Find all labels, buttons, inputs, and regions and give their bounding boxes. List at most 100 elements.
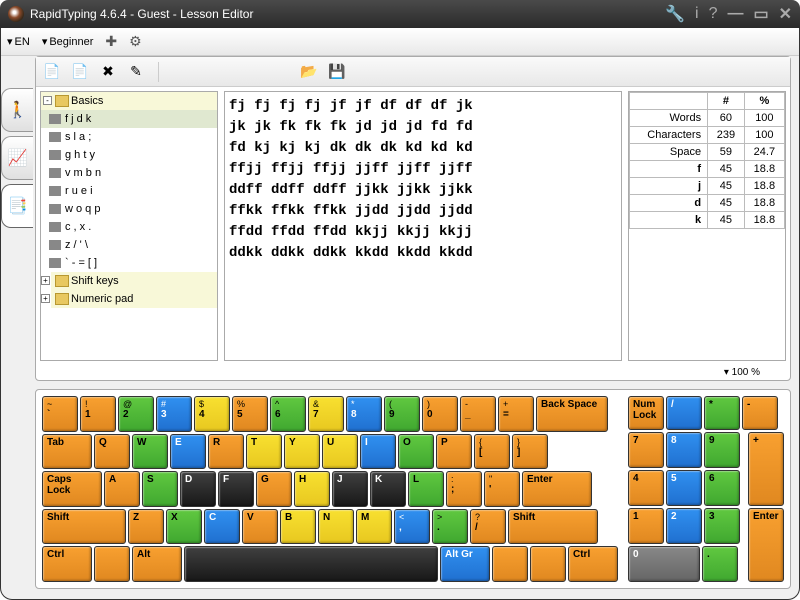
key-5[interactable]: 5 xyxy=(666,470,702,506)
key-Enter[interactable]: Enter xyxy=(748,508,784,582)
tree-item[interactable]: g h t y xyxy=(41,146,217,164)
wrench-icon[interactable]: 🔧 xyxy=(665,4,685,24)
tree-item[interactable]: c , x . xyxy=(41,218,217,236)
tree-item[interactable]: ` - = [ ] xyxy=(41,254,217,272)
side-tab-run[interactable]: 🚶 xyxy=(1,88,33,132)
help-icon[interactable]: ? xyxy=(709,5,718,23)
key-F[interactable]: F xyxy=(218,471,254,507)
key-9[interactable]: 9 xyxy=(704,432,740,468)
key-W[interactable]: W xyxy=(132,434,168,470)
tree-item[interactable]: v m b n xyxy=(41,164,217,182)
key-K[interactable]: K xyxy=(370,471,406,507)
key-2[interactable]: 2 xyxy=(666,508,702,544)
key-E[interactable]: E xyxy=(170,434,206,470)
key-9[interactable]: (9 xyxy=(384,396,420,432)
key-Ctrl[interactable]: Ctrl xyxy=(568,546,618,582)
key-Enter[interactable]: Enter xyxy=(522,471,592,507)
key-][interactable]: }] xyxy=(512,434,548,470)
key-G[interactable]: G xyxy=(256,471,292,507)
key-6[interactable]: ^6 xyxy=(270,396,306,432)
key-3[interactable]: 3 xyxy=(704,508,740,544)
add-doc-icon[interactable]: 📄 xyxy=(70,62,90,82)
key-+[interactable]: + xyxy=(748,432,784,506)
key--[interactable]: - xyxy=(742,396,778,430)
lesson-tree[interactable]: -Basics f j d ks l a ;g h t yv m b nr u … xyxy=(40,91,218,361)
key-=[interactable]: += xyxy=(498,396,534,432)
key-Ctrl[interactable]: Ctrl xyxy=(42,546,92,582)
key-blank[interactable] xyxy=(184,546,438,582)
key-R[interactable]: R xyxy=(208,434,244,470)
tree-item[interactable]: z / ' \ xyxy=(41,236,217,254)
add-icon[interactable]: ✚ xyxy=(105,33,117,50)
key-X[interactable]: X xyxy=(166,509,202,545)
key-2[interactable]: @2 xyxy=(118,396,154,432)
key-;[interactable]: :; xyxy=(446,471,482,507)
edit-icon[interactable]: ✎ xyxy=(126,62,146,82)
key-[[interactable]: {[ xyxy=(474,434,510,470)
key-0[interactable]: 0 xyxy=(628,546,700,582)
key-V[interactable]: V xyxy=(242,509,278,545)
key-/[interactable]: / xyxy=(666,396,702,430)
key-B[interactable]: B xyxy=(280,509,316,545)
key-'[interactable]: "' xyxy=(484,471,520,507)
settings-icon[interactable]: ⚙ xyxy=(129,33,142,50)
key-*[interactable]: * xyxy=(704,396,740,430)
key-7[interactable]: &7 xyxy=(308,396,344,432)
key-7[interactable]: 7 xyxy=(628,432,664,468)
key-blank[interactable] xyxy=(530,546,566,582)
key-1[interactable]: 1 xyxy=(628,508,664,544)
key-blank[interactable] xyxy=(94,546,130,582)
key-Alt[interactable]: Alt xyxy=(132,546,182,582)
key-blank[interactable] xyxy=(492,546,528,582)
key-1[interactable]: !1 xyxy=(80,396,116,432)
key-.[interactable]: >. xyxy=(432,509,468,545)
key-J[interactable]: J xyxy=(332,471,368,507)
key-D[interactable]: D xyxy=(180,471,216,507)
tree-item[interactable]: f j d k xyxy=(41,110,217,128)
key-Z[interactable]: Z xyxy=(128,509,164,545)
maximize-button[interactable]: ▭ xyxy=(753,4,768,24)
new-doc-icon[interactable]: 📄 xyxy=(42,62,62,82)
lang-dropdown[interactable]: ▾ EN xyxy=(7,35,30,48)
key-Shift[interactable]: Shift xyxy=(42,509,126,545)
key-3[interactable]: #3 xyxy=(156,396,192,432)
key-5[interactable]: %5 xyxy=(232,396,268,432)
key-P[interactable]: P xyxy=(436,434,472,470)
save-icon[interactable]: 💾 xyxy=(327,62,347,82)
key-Caps Lock[interactable]: Caps Lock xyxy=(42,471,102,507)
key-Y[interactable]: Y xyxy=(284,434,320,470)
tree-item[interactable]: w o q p xyxy=(41,200,217,218)
key-N[interactable]: N xyxy=(318,509,354,545)
key-`[interactable]: ~` xyxy=(42,396,78,432)
key-.[interactable]: . xyxy=(702,546,738,582)
tree-folder[interactable]: +Shift keys xyxy=(51,272,217,290)
open-icon[interactable]: 📂 xyxy=(299,62,319,82)
key-C[interactable]: C xyxy=(204,509,240,545)
expand-icon[interactable]: - xyxy=(43,96,52,105)
key-4[interactable]: $4 xyxy=(194,396,230,432)
key-O[interactable]: O xyxy=(398,434,434,470)
tree-item[interactable]: r u e i xyxy=(41,182,217,200)
key-Tab[interactable]: Tab xyxy=(42,434,92,470)
tree-folder[interactable]: +Numeric pad xyxy=(51,290,217,308)
level-dropdown[interactable]: ▾ Beginner xyxy=(42,35,94,48)
key-H[interactable]: H xyxy=(294,471,330,507)
key-U[interactable]: U xyxy=(322,434,358,470)
side-tab-stats[interactable]: 📈 xyxy=(1,136,33,180)
side-tab-editor[interactable]: 📑 xyxy=(1,184,33,228)
key-S[interactable]: S xyxy=(142,471,178,507)
tree-item[interactable]: s l a ; xyxy=(41,128,217,146)
key-Num Lock[interactable]: Num Lock xyxy=(628,396,664,430)
key-6[interactable]: 6 xyxy=(704,470,740,506)
key-A[interactable]: A xyxy=(104,471,140,507)
key-Back Space[interactable]: Back Space xyxy=(536,396,608,432)
key-4[interactable]: 4 xyxy=(628,470,664,506)
zoom-indicator[interactable]: ▾ 100 % xyxy=(36,365,790,380)
key-_[interactable]: -_ xyxy=(460,396,496,432)
key-L[interactable]: L xyxy=(408,471,444,507)
delete-icon[interactable]: ✖ xyxy=(98,62,118,82)
key-T[interactable]: T xyxy=(246,434,282,470)
key-8[interactable]: *8 xyxy=(346,396,382,432)
key-/[interactable]: ?/ xyxy=(470,509,506,545)
key-,[interactable]: <, xyxy=(394,509,430,545)
